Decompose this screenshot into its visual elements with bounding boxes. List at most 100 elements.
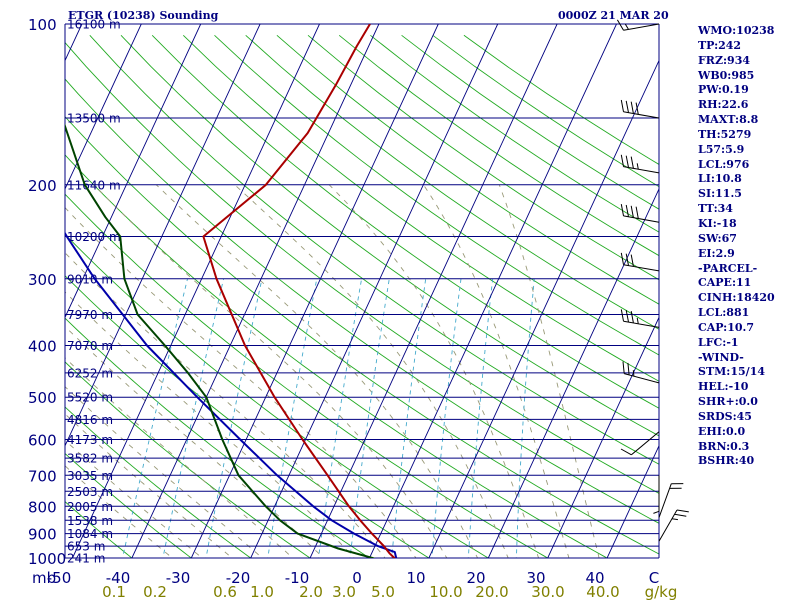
index-value: SRDS:45 xyxy=(698,409,752,423)
dry-adiabat-line xyxy=(65,452,192,558)
pressure-tick-label: 400 xyxy=(28,338,57,356)
index-value: LCL:881 xyxy=(698,306,750,320)
wind-barb xyxy=(620,309,660,328)
sounding-traces xyxy=(65,24,398,558)
index-value: HEL:-10 xyxy=(698,380,749,394)
mixing-ratio-line xyxy=(391,278,427,558)
index-value: BSHR:40 xyxy=(698,454,755,468)
index-value: KI:-18 xyxy=(698,216,737,230)
temperature-tick-label: -30 xyxy=(166,569,191,587)
isotherm-line xyxy=(487,187,659,558)
dry-adiabat-line xyxy=(65,361,311,558)
temperature-tick-label: C xyxy=(649,569,659,587)
pressure-tick-label: 200 xyxy=(28,177,57,195)
temperature-tick-label: 0 xyxy=(352,569,362,587)
dry-adiabat-line xyxy=(89,34,659,465)
mixing-ratio-line xyxy=(318,278,363,558)
height-label: 16100 m xyxy=(67,18,121,32)
isotherm-line xyxy=(309,24,558,558)
isotherm-line xyxy=(65,24,261,447)
height-label: 2503 m xyxy=(67,485,113,499)
dry-adiabat-line xyxy=(276,34,659,305)
temperature-tick-label: 40 xyxy=(585,569,604,587)
dry-adiabat-line xyxy=(65,317,371,558)
isotherm-line xyxy=(0,24,23,558)
height-label: 241 m xyxy=(67,552,105,566)
index-value: TP:242 xyxy=(698,38,742,52)
mixing-ratio-tick-label: 5.0 xyxy=(371,583,395,600)
dry-adiabat-line xyxy=(214,34,659,356)
height-label: 1084 m xyxy=(67,527,113,541)
index-value: TH:5279 xyxy=(698,127,752,141)
dry-adiabat-line xyxy=(338,34,659,257)
index-value: PW:0.19 xyxy=(698,83,749,97)
index-value: BRN:0.3 xyxy=(698,439,750,453)
dry-adiabat-line xyxy=(65,275,430,558)
isotherm-line xyxy=(65,24,202,319)
height-label: 7070 m xyxy=(67,339,113,353)
height-label: 10200 m xyxy=(67,230,121,244)
height-label: 3035 m xyxy=(67,469,113,483)
dry-adiabat-line xyxy=(151,34,659,409)
pressure-tick-label: 1000 xyxy=(28,550,66,568)
index-value: WMO:10238 xyxy=(698,24,775,37)
moist-adiabat-line xyxy=(65,325,324,558)
wind-barb xyxy=(620,204,660,223)
wind-barb xyxy=(620,99,660,119)
mixing-ratio-tick-label: 2.0 xyxy=(299,583,323,600)
mixing-ratio-tick-label: 3.0 xyxy=(332,583,356,600)
moist-adiabat-line xyxy=(155,184,479,558)
dry-adiabat-line xyxy=(65,501,133,558)
mixing-ratio-tick-label: g/kg xyxy=(645,583,678,600)
moist-adiabat-line xyxy=(423,184,570,558)
pressure-unit-label: mb xyxy=(32,569,56,587)
moist-adiabat-line xyxy=(65,291,355,558)
mixing-ratio-line xyxy=(349,278,390,558)
isotherm-line xyxy=(369,24,617,558)
mixing-ratio-line xyxy=(205,278,263,558)
index-value: FRZ:934 xyxy=(698,53,751,67)
pressure-tick-label: 800 xyxy=(28,498,57,516)
index-value: SHR+:0.0 xyxy=(698,395,758,409)
pressure-tick-label: 700 xyxy=(28,467,57,485)
temperature-tick-label: -20 xyxy=(226,569,251,587)
indices-panel: WMO:10238 TP:242 FRZ:934 WB0:985 PW:0.19 RH:2… xyxy=(698,24,798,469)
height-label: 4173 m xyxy=(67,433,113,447)
dry-adiabat-line xyxy=(65,193,549,558)
index-value: SI:11.5 xyxy=(698,187,742,201)
index-value: MAXT:8.8 xyxy=(698,113,759,127)
wind-barb xyxy=(620,154,660,174)
dry-adiabat-line xyxy=(65,406,252,558)
temperature-tick-label: 10 xyxy=(406,569,425,587)
mixing-ratio-tick-label: 30.0 xyxy=(531,583,564,600)
index-value: LFC:-1 xyxy=(698,335,739,349)
dry-adiabat-line xyxy=(307,34,659,281)
temperature-tick-label: -10 xyxy=(285,569,310,587)
mixing-ratio-tick-label: 0.1 xyxy=(102,583,126,600)
parcel-trace xyxy=(65,231,398,558)
height-label: 2005 m xyxy=(67,500,113,514)
dry-adiabat-line xyxy=(120,34,659,437)
moist-adiabat-line xyxy=(93,184,448,558)
isotherm-line xyxy=(606,444,659,558)
wind-barbs xyxy=(616,19,689,542)
pressure-tick-label: 600 xyxy=(28,432,57,450)
pressure-tick-label: 900 xyxy=(28,526,57,544)
mixing-ratio-lines xyxy=(122,278,535,558)
dry-adiabat-line xyxy=(245,34,659,330)
mixing-ratio-tick-label: 1.0 xyxy=(250,583,274,600)
temperature-tick-label: 20 xyxy=(466,569,485,587)
index-value: STM:15/14 xyxy=(698,365,765,379)
pressure-tick-label: 500 xyxy=(28,389,57,407)
moist-adiabat-line xyxy=(498,184,600,558)
mixing-ratio-line xyxy=(515,278,535,558)
dewpoint-trace xyxy=(65,123,376,558)
moist-adiabat-line xyxy=(65,206,417,558)
height-label: 3582 m xyxy=(67,452,113,466)
index-value: SW:67 xyxy=(698,231,737,245)
mixing-ratio-tick-label: 40.0 xyxy=(586,583,619,600)
wind-barb xyxy=(658,483,684,518)
mixing-ratio-line xyxy=(162,278,225,558)
index-value: TT:34 xyxy=(698,202,733,216)
